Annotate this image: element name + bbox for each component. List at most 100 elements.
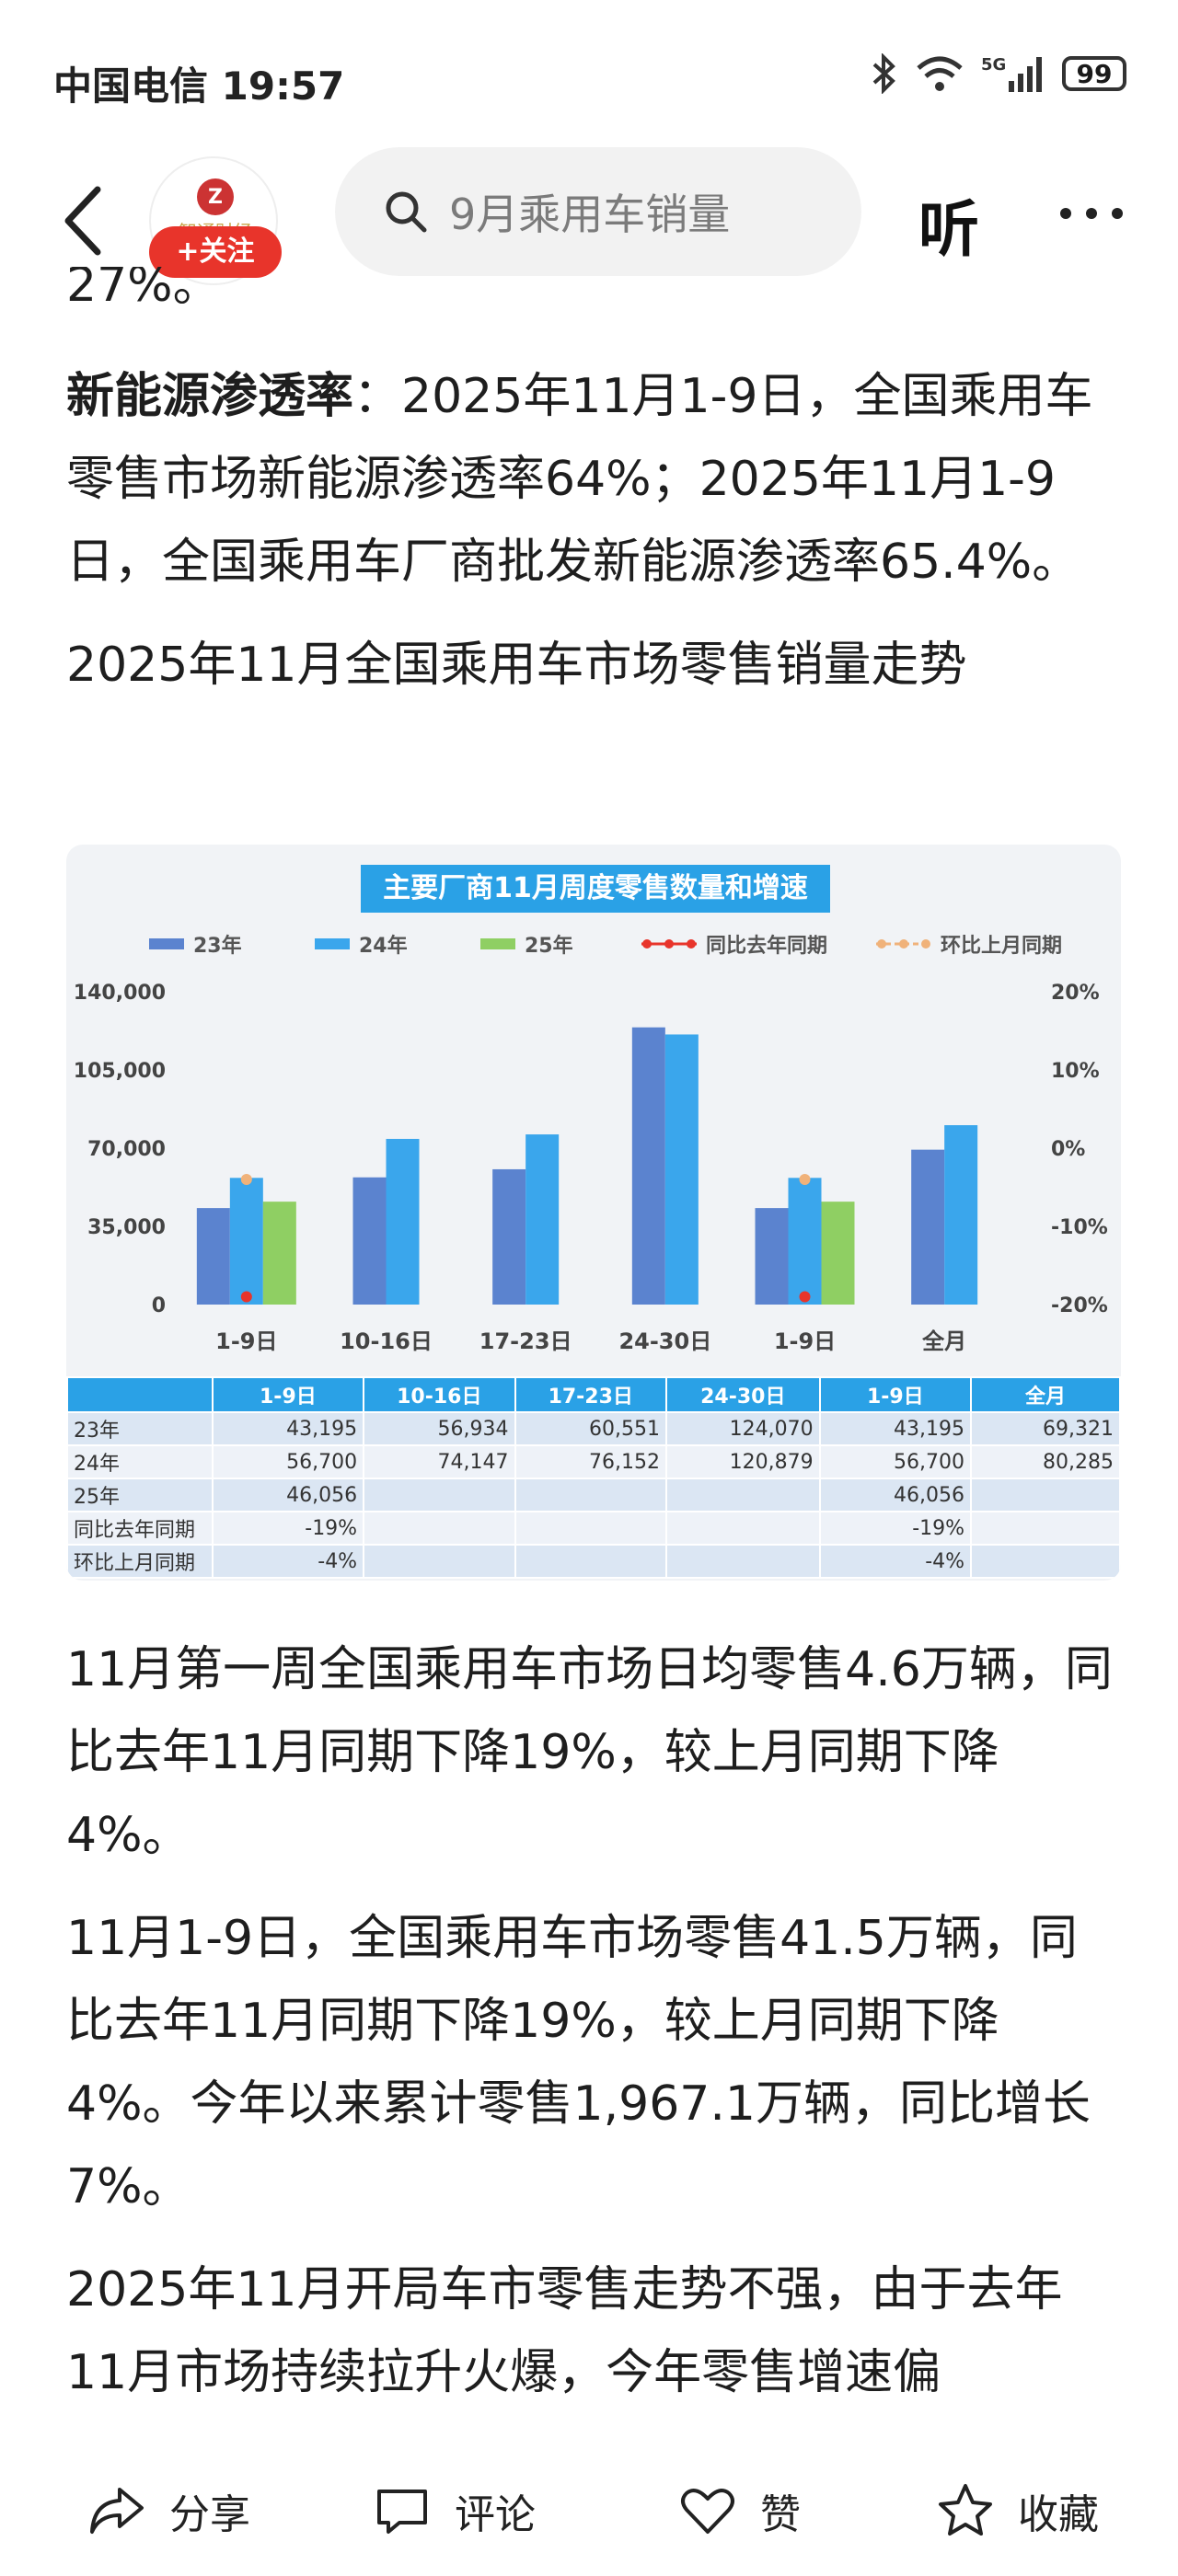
- y-tick-label: 35,000: [87, 1216, 166, 1239]
- top-nav: Z 智通财经 +关注 9月乘用车销量 听: [0, 147, 1178, 285]
- author-logo-icon: Z: [197, 178, 234, 215]
- marker-同比去年同期: [799, 1291, 811, 1303]
- table-cell: -19%: [818, 1511, 973, 1546]
- clipped-text: 27%。: [66, 267, 221, 304]
- bar-23年: [352, 1177, 387, 1305]
- legend-item-mom: 环比上月同期: [876, 929, 1062, 959]
- bar-23年: [911, 1149, 945, 1305]
- table-row-label: 同比去年同期: [66, 1511, 214, 1546]
- table-row-label: 环比上月同期: [66, 1544, 214, 1579]
- table-cell: 56,934: [363, 1411, 516, 1446]
- signal-icon: 5G: [981, 55, 1042, 92]
- table-cell: [664, 1511, 821, 1546]
- article-body-top: 新能源渗透率：2025年11月1-9日，全国乘用车零售市场新能源渗透率64%；2…: [66, 355, 1115, 727]
- y-tick-label: 105,000: [74, 1060, 166, 1083]
- search-icon: [386, 191, 427, 233]
- follow-button[interactable]: +关注: [149, 226, 282, 278]
- marker-环比上月同期: [240, 1174, 252, 1185]
- table-row: 25年 46,056 46,056: [66, 1478, 1121, 1512]
- table-cell: 46,056: [211, 1478, 365, 1512]
- nev-label: 新能源渗透率: [66, 369, 354, 424]
- table-header-cell: 1-9日: [211, 1376, 365, 1413]
- x-tick-label: 全月: [921, 1328, 966, 1354]
- comment-button[interactable]: 评论: [372, 2480, 536, 2541]
- table-cell: 120,879: [664, 1444, 821, 1479]
- share-icon: [90, 2488, 144, 2534]
- table-cell: [970, 1478, 1121, 1512]
- bar-24年: [525, 1134, 560, 1305]
- table-row: 24年 56,700 74,147 76,152 120,879 56,700 80,285: [66, 1444, 1121, 1479]
- table-cell: -4%: [211, 1544, 365, 1579]
- status-bar: 中国电信 19:57 5G 99: [0, 0, 1178, 156]
- bar-24年: [944, 1125, 978, 1305]
- table-cell: [664, 1544, 821, 1579]
- favorite-label: 收藏: [1018, 2491, 1099, 2538]
- table-header-row: 1-9日 10-16日 17-23日 24-30日 1-9日 全月: [66, 1376, 1121, 1413]
- wifi-icon: [917, 56, 963, 91]
- comment-label: 评论: [455, 2491, 536, 2538]
- x-tick-label: 10-16日: [340, 1328, 433, 1354]
- paragraph-chart-caption: 2025年11月全国乘用车市场零售销量走势: [66, 638, 967, 693]
- bar-25年: [262, 1202, 296, 1305]
- star-icon: [939, 2484, 992, 2536]
- legend-label: 同比去年同期: [706, 935, 828, 958]
- legend-item-23: 23年: [149, 929, 242, 959]
- legend-item-25: 25年: [480, 929, 573, 959]
- legend-item-24: 24年: [315, 929, 408, 959]
- status-icons: 5G 99: [871, 53, 1126, 94]
- bar-23年: [631, 1027, 665, 1305]
- table-row: 23年 43,195 56,934 60,551 124,070 43,195 69,321: [66, 1411, 1121, 1446]
- search-bar[interactable]: 9月乘用车销量: [335, 147, 861, 276]
- table-cell: [514, 1544, 667, 1579]
- legend-label: 25年: [525, 935, 573, 958]
- bar-23年: [755, 1208, 789, 1305]
- legend-swatch: [149, 938, 184, 949]
- table-cell: 60,551: [514, 1411, 667, 1446]
- y2-tick-label: 0%: [1051, 1138, 1085, 1161]
- chart-image[interactable]: 主要厂商11月周度零售数量和增速 23年 24年 25年 同比去年同期 环比上月…: [66, 845, 1121, 1581]
- nev-text: ：2025年11月1-9日，全国乘用车零售市场新能源渗透率64%；2025年11…: [66, 369, 1093, 590]
- more-icon[interactable]: [1055, 195, 1128, 232]
- table-cell: [363, 1478, 516, 1512]
- table-cell: 56,700: [211, 1444, 365, 1479]
- y2-tick-label: 10%: [1051, 1060, 1100, 1083]
- legend-line-swatch: [876, 939, 931, 949]
- legend-item-yoy: 同比去年同期: [641, 929, 827, 959]
- table-cell: 74,147: [363, 1444, 516, 1479]
- paragraph-cumulative: 11月1-9日，全国乘用车市场零售41.5万辆，同比去年11月同期下降19%，较…: [66, 1911, 1091, 2214]
- y2-tick-label: 20%: [1051, 982, 1100, 1005]
- search-placeholder: 9月乘用车销量: [449, 190, 731, 239]
- svg-text:5G: 5G: [981, 55, 1006, 75]
- bar-25年: [821, 1202, 855, 1305]
- marker-环比上月同期: [799, 1174, 811, 1185]
- like-button[interactable]: 赞: [677, 2480, 801, 2541]
- bar-24年: [229, 1178, 263, 1305]
- article-body-bottom: 11月第一周全国乘用车市场日均零售4.6万辆，同比去年11月同期下降19%，较上…: [66, 1628, 1115, 2434]
- paragraph-week1: 11月第一周全国乘用车市场日均零售4.6万辆，同比去年11月同期下降19%，较上…: [66, 1642, 1113, 1863]
- table-row-label: 25年: [66, 1478, 214, 1512]
- bar-24年: [788, 1178, 822, 1305]
- like-label: 赞: [760, 2491, 801, 2538]
- table-cell: [514, 1478, 667, 1512]
- carrier-time: 中国电信 19:57: [53, 63, 345, 109]
- table-header-cell: [66, 1376, 214, 1413]
- share-button[interactable]: 分享: [87, 2480, 250, 2541]
- table-cell: [363, 1511, 516, 1546]
- legend-label: 环比上月同期: [941, 935, 1063, 958]
- marker-同比去年同期: [240, 1291, 252, 1303]
- back-icon[interactable]: [57, 184, 112, 258]
- y-tick-label: 0: [152, 1294, 166, 1317]
- bar-24年: [386, 1138, 420, 1305]
- paragraph-outlook: 2025年11月开局车市零售走势不强，由于去年11月市场持续拉升火爆，今年零售增…: [66, 2262, 1063, 2400]
- table-cell: -4%: [818, 1544, 973, 1579]
- table-header-cell: 全月: [970, 1376, 1121, 1413]
- table-cell: [363, 1544, 516, 1579]
- table-cell: 43,195: [211, 1411, 365, 1446]
- x-tick-label: 1-9日: [774, 1328, 836, 1354]
- legend-swatch: [480, 938, 515, 949]
- bottom-action-bar: 分享 评论 赞 收藏: [0, 2447, 1178, 2576]
- table-cell: 43,195: [818, 1411, 973, 1446]
- listen-button[interactable]: 听: [918, 194, 979, 265]
- favorite-button[interactable]: 收藏: [935, 2480, 1099, 2541]
- table-cell: 46,056: [818, 1478, 973, 1512]
